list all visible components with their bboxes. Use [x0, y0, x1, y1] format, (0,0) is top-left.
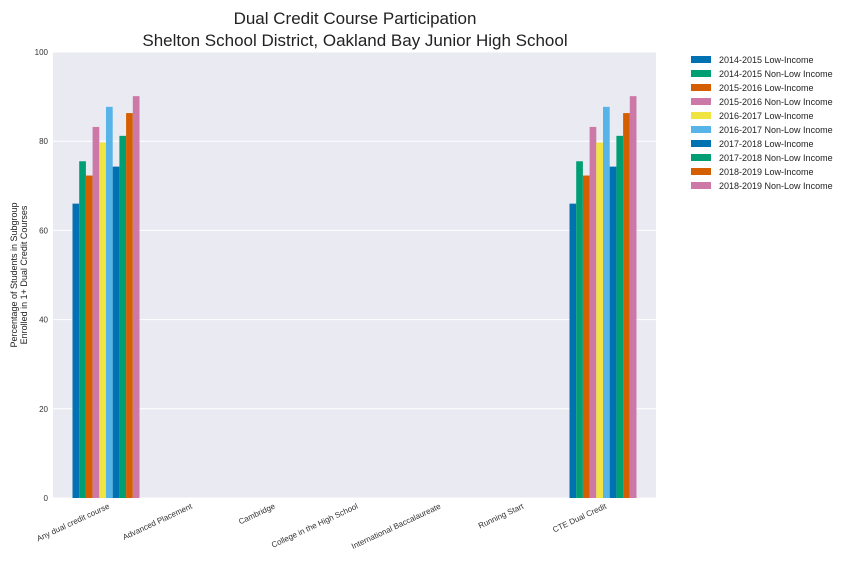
bar — [596, 142, 603, 498]
plot-area — [53, 52, 656, 498]
legend-swatch — [691, 126, 711, 133]
y-tick-label: 40 — [39, 316, 48, 325]
y-tick-label: 0 — [44, 494, 49, 503]
legend-swatch — [691, 84, 711, 91]
legend-label: 2016-2017 Non-Low Income — [719, 125, 833, 135]
x-tick-label: Any dual credit course — [35, 501, 111, 543]
bar — [569, 203, 577, 498]
legend-swatch — [691, 70, 711, 77]
legend-swatch — [691, 112, 711, 119]
x-tick-label: College in the High School — [270, 502, 359, 550]
bar — [106, 106, 113, 498]
y-tick-label: 100 — [35, 48, 49, 57]
bar — [582, 175, 590, 499]
y-tick-label: 20 — [39, 405, 48, 414]
bar — [576, 161, 583, 498]
legend-swatch — [691, 168, 711, 175]
y-axis-label-line-1: Percentage of Students in Subgroup — [9, 202, 19, 347]
legend-swatch — [691, 140, 711, 147]
chart-title-line-1: Dual Credit Course Participation — [234, 9, 477, 28]
legend-label: 2014-2015 Low-Income — [719, 55, 814, 65]
legend-label: 2016-2017 Low-Income — [719, 111, 814, 121]
bar — [589, 126, 597, 498]
bar — [85, 175, 93, 499]
bar — [112, 166, 120, 498]
bar — [126, 113, 133, 499]
bar — [119, 135, 127, 498]
y-tick-labels: 0 20 40 60 80 100 — [35, 48, 49, 503]
bar — [623, 113, 630, 499]
chart-title-line-2: Shelton School District, Oakland Bay Jun… — [142, 31, 567, 50]
legend-label: 2018-2019 Non-Low Income — [719, 181, 833, 191]
bar — [132, 96, 140, 499]
legend-label: 2014-2015 Non-Low Income — [719, 69, 833, 79]
bar — [92, 126, 100, 498]
legend-label: 2018-2019 Low-Income — [719, 167, 814, 177]
bar — [72, 203, 80, 498]
y-axis-label-line-2: Enrolled in 1+ Dual Credit Courses — [19, 205, 29, 344]
x-tick-labels: Any dual credit course Advanced Placement… — [35, 501, 608, 551]
bar — [603, 106, 610, 498]
bar — [616, 135, 624, 498]
y-tick-label: 80 — [39, 137, 48, 146]
bar — [99, 142, 106, 498]
legend-swatch — [691, 98, 711, 105]
legend-swatch — [691, 56, 711, 63]
bars — [72, 96, 637, 499]
gridlines — [53, 51, 656, 499]
x-tick-label: Advanced Placement — [121, 501, 194, 541]
legend-label: 2017-2018 Non-Low Income — [719, 153, 833, 163]
bar — [609, 166, 617, 498]
legend-swatch — [691, 182, 711, 189]
legend-swatch — [691, 154, 711, 161]
bar — [629, 96, 637, 499]
x-tick-label: CTE Dual Credit — [551, 501, 608, 534]
legend-label: 2015-2016 Non-Low Income — [719, 97, 833, 107]
x-tick-label: Running Start — [477, 501, 526, 530]
legend-label: 2015-2016 Low-Income — [719, 83, 814, 93]
legend-label: 2017-2018 Low-Income — [719, 139, 814, 149]
legend: 2014-2015 Low-Income 2014-2015 Non-Low In… — [691, 55, 833, 191]
x-tick-label: International Baccalaureate — [350, 501, 443, 551]
bar — [79, 161, 86, 498]
x-tick-label: Cambridge — [237, 501, 277, 526]
y-tick-label: 60 — [39, 226, 48, 235]
